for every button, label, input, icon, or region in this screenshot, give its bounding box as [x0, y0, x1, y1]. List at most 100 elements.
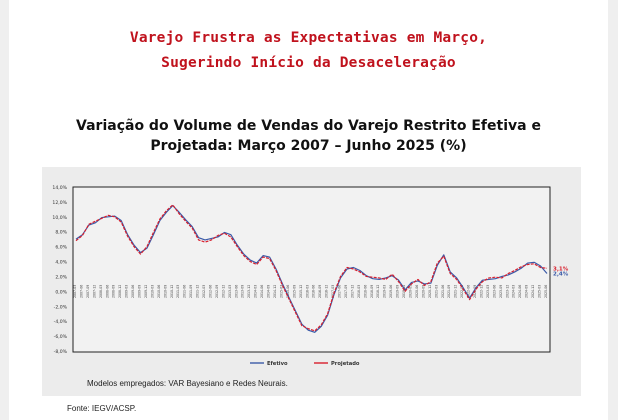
x-tick-label: 2010-06 — [157, 285, 161, 298]
x-tick-label: 2020-06 — [415, 285, 419, 298]
end-labels: 3,1%2,4% — [553, 266, 569, 277]
x-tick-label: 2009-09 — [138, 285, 142, 298]
y-tick-label: 6,0% — [55, 245, 67, 251]
x-tick-label: 2014-09 — [267, 285, 271, 298]
x-tick-label: 2011-09 — [189, 285, 193, 298]
x-tick-label: 2019-06 — [389, 285, 393, 298]
x-tick-label: 2013-06 — [234, 285, 238, 298]
x-tick-label: 2023-12 — [505, 285, 509, 298]
x-tick-label: 2017-03 — [331, 285, 335, 298]
y-tick-label: -2,0% — [54, 304, 68, 310]
x-tick-label: 2016-12 — [325, 285, 329, 298]
y-axis: 14,0% 12,0% 10,0% 8,0% 6,0% 4,0% 2,0% 0,0% -2,0%… — [52, 185, 67, 355]
x-tick-label: 2015-06 — [286, 285, 290, 298]
y-tick-label: -6,0% — [54, 334, 68, 340]
end-label-projetado: 3,1% — [553, 266, 569, 272]
x-tick-label: 2011-03 — [176, 285, 180, 298]
line-chart: 14,0% 12,0% 10,0% 8,0% 6,0% 4,0% 2,0% 0,0% -2,0%… — [52, 185, 569, 367]
x-tick-label: 2019-03 — [383, 285, 387, 298]
y-tick-label: 14,0% — [52, 185, 67, 191]
x-tick-label: 2012-03 — [202, 285, 206, 298]
x-tick-label: 2015-12 — [299, 285, 303, 298]
y-tick-label: 2,0% — [55, 274, 67, 280]
x-tick-label: 2022-06 — [467, 285, 471, 298]
x-tick-label: 2021-09 — [447, 285, 451, 298]
x-tick-label: 2013-03 — [228, 285, 232, 298]
x-tick-label: 2023-03 — [486, 285, 490, 298]
source-note: Fonte: IEGV/ACSP. — [67, 404, 137, 413]
x-tick-label: 2013-09 — [241, 285, 245, 298]
x-tick-label: 2020-12 — [428, 285, 432, 298]
x-tick-label: 2017-09 — [344, 285, 348, 298]
x-tick-label: 2024-06 — [518, 285, 522, 298]
x-tick-label: 2018-12 — [376, 285, 380, 298]
x-tick-label: 2016-03 — [305, 285, 309, 298]
x-tick-label: 2012-09 — [215, 285, 219, 298]
legend: Efetivo Projetado — [250, 361, 360, 367]
headline-line-1: Varejo Frustra as Expectativas em Março, — [129, 30, 488, 46]
x-tick-label: 2024-03 — [512, 285, 516, 298]
x-tick-label: 2012-06 — [208, 285, 212, 298]
plot-area — [72, 186, 551, 353]
x-tick-label: 2023-06 — [492, 285, 496, 298]
x-tick-label: 2022-03 — [460, 285, 464, 298]
report-card: Varejo Frustra as Expectativas em Março,… — [9, 0, 608, 420]
legend-label-efetivo: Efetivo — [267, 361, 288, 367]
x-tick-label: 2018-06 — [363, 285, 367, 298]
x-tick-label: 2019-09 — [396, 285, 400, 298]
x-tick-label: 2010-12 — [170, 285, 174, 298]
y-tick-label: 0,0% — [55, 289, 67, 295]
series-line-efetivo — [75, 205, 548, 333]
x-tick-label: 2007-09 — [86, 285, 90, 298]
x-tick-label: 2015-09 — [292, 285, 296, 298]
x-tick-label: 2011-06 — [183, 285, 187, 298]
x-tick-label: 2012-12 — [221, 285, 225, 298]
x-tick-label: 2016-09 — [318, 285, 322, 298]
chart-title-line-2: Projetada: Março 2007 – Junho 2025 (%) — [150, 138, 467, 154]
x-axis: 2007-03 2007-06 2007-09 2007-12 2008-03 2008-… — [73, 285, 548, 298]
x-tick-label: 2016-06 — [312, 285, 316, 298]
y-tick-label: 4,0% — [55, 260, 67, 266]
x-tick-label: 2014-12 — [273, 285, 277, 298]
x-tick-label: 2023-09 — [499, 285, 503, 298]
x-tick-label: 2009-03 — [125, 285, 129, 298]
models-note: Modelos empregados: VAR Bayesiano e Rede… — [87, 379, 288, 388]
x-tick-label: 2019-12 — [402, 285, 406, 298]
x-tick-label: 2018-09 — [370, 285, 374, 298]
x-tick-label: 2010-09 — [163, 285, 167, 298]
headline: Varejo Frustra as Expectativas em Março,… — [9, 26, 608, 76]
y-tick-label: 10,0% — [52, 215, 67, 221]
end-label-efetivo: 2,4% — [553, 271, 569, 277]
x-tick-label: 2014-03 — [254, 285, 258, 298]
y-tick-label: -4,0% — [54, 319, 68, 325]
legend-label-projetado: Projetado — [331, 361, 360, 367]
y-tick-label: -8,0% — [54, 349, 68, 355]
x-tick-label: 2017-06 — [338, 285, 342, 298]
x-tick-label: 2018-03 — [357, 285, 361, 298]
x-tick-label: 2022-12 — [479, 285, 483, 298]
x-tick-label: 2010-03 — [150, 285, 154, 298]
x-tick-label: 2014-06 — [260, 285, 264, 298]
x-tick-label: 2008-03 — [99, 285, 103, 298]
x-tick-label: 2021-12 — [454, 285, 458, 298]
headline-line-2: Sugerindo Início da Desaceleração — [161, 55, 456, 71]
chart-title: Variação do Volume de Vendas do Varejo R… — [9, 116, 608, 156]
series-lines — [75, 204, 548, 333]
x-tick-label: 2011-12 — [196, 285, 200, 298]
x-tick-label: 2021-06 — [441, 285, 445, 298]
chart-title-line-1: Variação do Volume de Vendas do Varejo R… — [76, 118, 541, 134]
x-tick-label: 2020-03 — [409, 285, 413, 298]
y-tick-label: 12,0% — [52, 200, 67, 206]
x-tick-label: 2025-06 — [544, 285, 548, 298]
x-tick-label: 2024-09 — [525, 285, 529, 298]
chart-panel: 14,0% 12,0% 10,0% 8,0% 6,0% 4,0% 2,0% 0,0% -2,0%… — [42, 167, 581, 396]
x-tick-label: 2020-09 — [421, 285, 425, 298]
series-line-projetado — [75, 204, 548, 332]
x-tick-label: 2007-03 — [73, 285, 77, 298]
x-tick-label: 2013-12 — [247, 285, 251, 298]
x-tick-label: 2008-12 — [118, 285, 122, 298]
x-tick-label: 2024-12 — [531, 285, 535, 298]
x-tick-label: 2021-03 — [434, 285, 438, 298]
y-tick-label: 8,0% — [55, 230, 67, 236]
x-tick-label: 2009-06 — [131, 285, 135, 298]
